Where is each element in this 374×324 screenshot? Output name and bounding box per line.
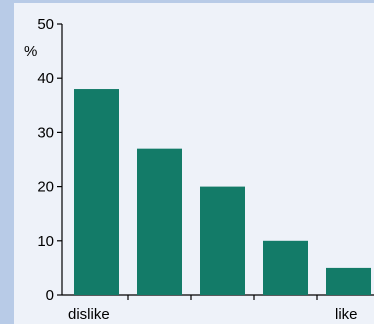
- axes: 0 10 20 30 40 50: [37, 16, 374, 304]
- y-tick-label: 30: [37, 124, 54, 141]
- y-axis-label: %: [24, 43, 37, 60]
- bar: [326, 267, 371, 295]
- top-stripe: [0, 0, 374, 3]
- bar: [74, 89, 119, 295]
- x-axis-right-label: like: [335, 306, 358, 323]
- bar: [200, 186, 245, 295]
- x-axis-left-label: dislike: [68, 306, 110, 323]
- y-tick-label: 50: [37, 16, 54, 33]
- bar-chart: 0 10 20 30 40 50 % dislike like: [24, 16, 374, 323]
- chart-panel: 0 10 20 30 40 50 % dislike like: [14, 3, 374, 324]
- y-tick-label: 40: [37, 70, 54, 87]
- left-stripe: [0, 0, 14, 324]
- y-tick-label: 0: [46, 287, 54, 304]
- bar: [263, 240, 308, 295]
- bars: [74, 89, 371, 295]
- bar: [137, 148, 182, 295]
- y-tick-label: 10: [37, 233, 54, 250]
- y-tick-label: 20: [37, 179, 54, 196]
